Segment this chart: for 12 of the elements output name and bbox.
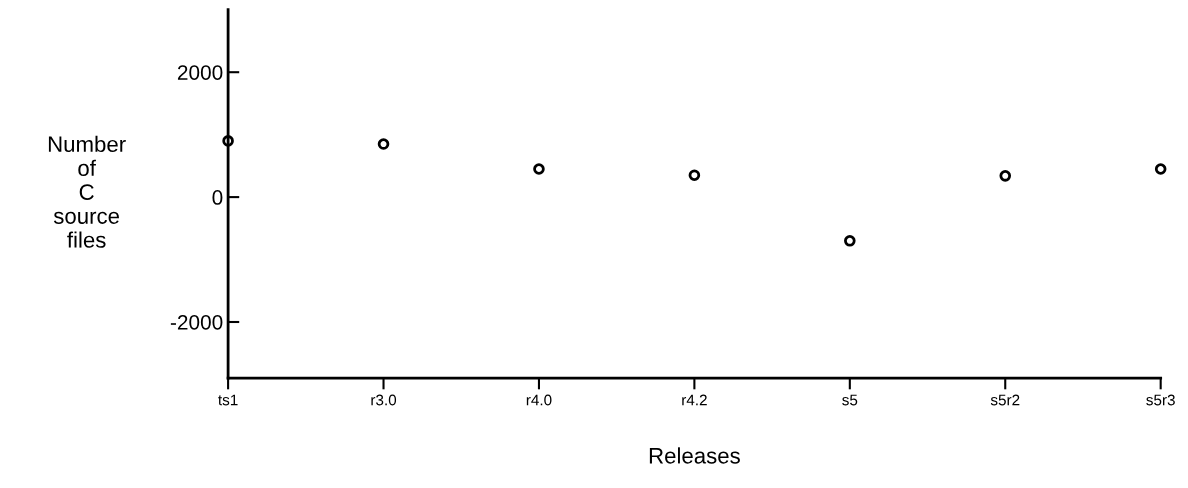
x-tick-label: s5r3 [1146,394,1175,406]
y-tick-label: 2000 [177,65,223,80]
x-axis-title: Releases [649,447,740,464]
x-tick-label: r4.2 [682,394,707,406]
y-tick-label: -2000 [170,315,223,330]
y-tick-label: 0 [212,190,223,205]
x-tick-label: s5 [842,394,858,406]
x-tick-label: ts1 [218,394,238,406]
y-axis-title: Number of C source files [48,135,126,248]
x-tick-label: r4.0 [526,394,552,406]
x-tick-label: s5r2 [990,394,1020,406]
x-tick-label: r3.0 [371,394,397,406]
